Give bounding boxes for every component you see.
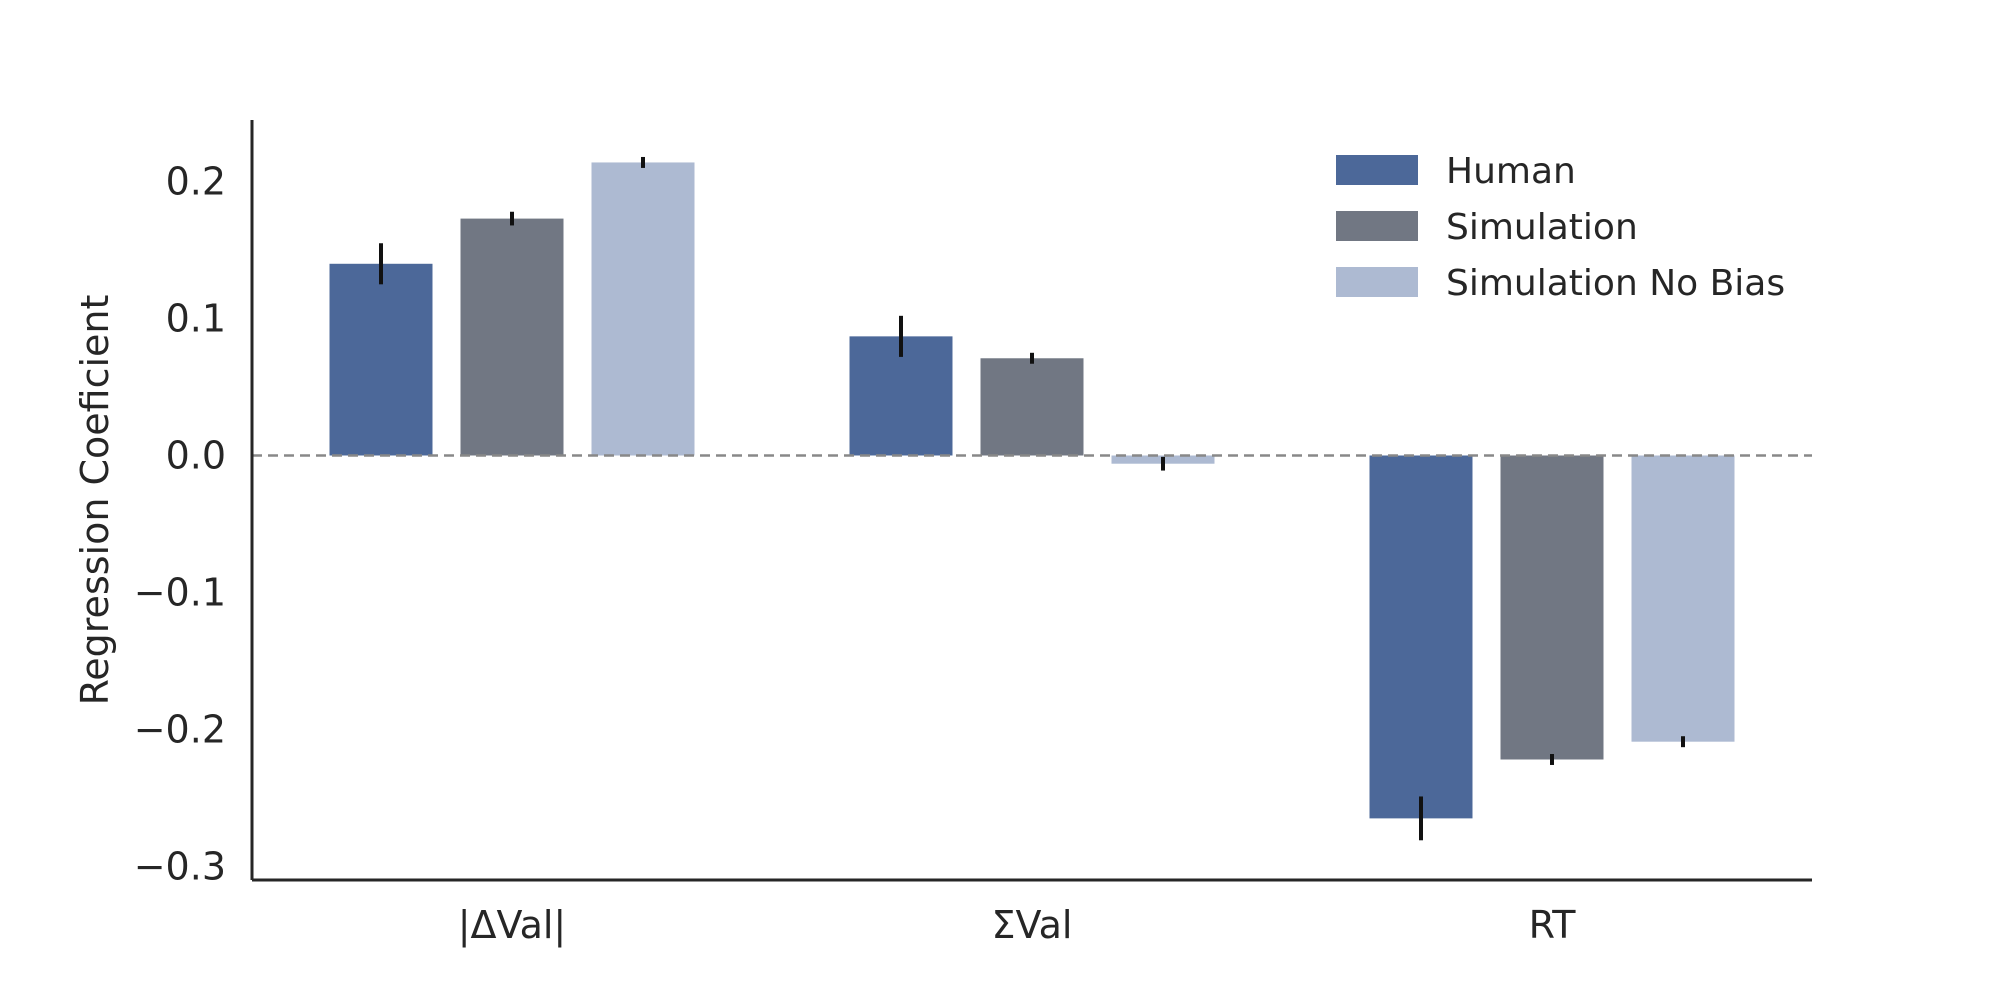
legend-label-simulation: Simulation bbox=[1446, 207, 1638, 248]
y-tick-label: −0.3 bbox=[134, 844, 226, 888]
y-tick-label: −0.1 bbox=[134, 570, 226, 614]
y-tick-label: 0.0 bbox=[166, 433, 226, 477]
legend-swatch-human bbox=[1336, 155, 1418, 185]
y-axis-label: Regression Coeficient bbox=[73, 295, 117, 706]
bar-simulation-no-bias-0 bbox=[591, 162, 695, 456]
legend-swatch-simulation-no-bias bbox=[1336, 267, 1418, 297]
y-tick-label: −0.2 bbox=[134, 707, 226, 751]
x-tick-label: RT bbox=[1529, 903, 1577, 947]
bar-simulation-0 bbox=[460, 218, 564, 456]
bar-simulation-1 bbox=[980, 358, 1084, 456]
bar-human-0 bbox=[329, 263, 433, 456]
bar-simulation-no-bias-2 bbox=[1631, 455, 1735, 742]
bar-human-2 bbox=[1369, 455, 1473, 819]
x-tick-label: |ΔVal| bbox=[458, 903, 567, 948]
y-tick-label: 0.2 bbox=[166, 160, 226, 204]
legend-label-human: Human bbox=[1446, 151, 1576, 192]
bar-simulation-2 bbox=[1500, 455, 1604, 760]
legend-swatch-simulation bbox=[1336, 211, 1418, 241]
x-tick-label: ΣVal bbox=[992, 903, 1073, 947]
legend-label-simulation-no-bias: Simulation No Bias bbox=[1446, 263, 1785, 304]
y-tick-label: 0.1 bbox=[166, 297, 226, 341]
